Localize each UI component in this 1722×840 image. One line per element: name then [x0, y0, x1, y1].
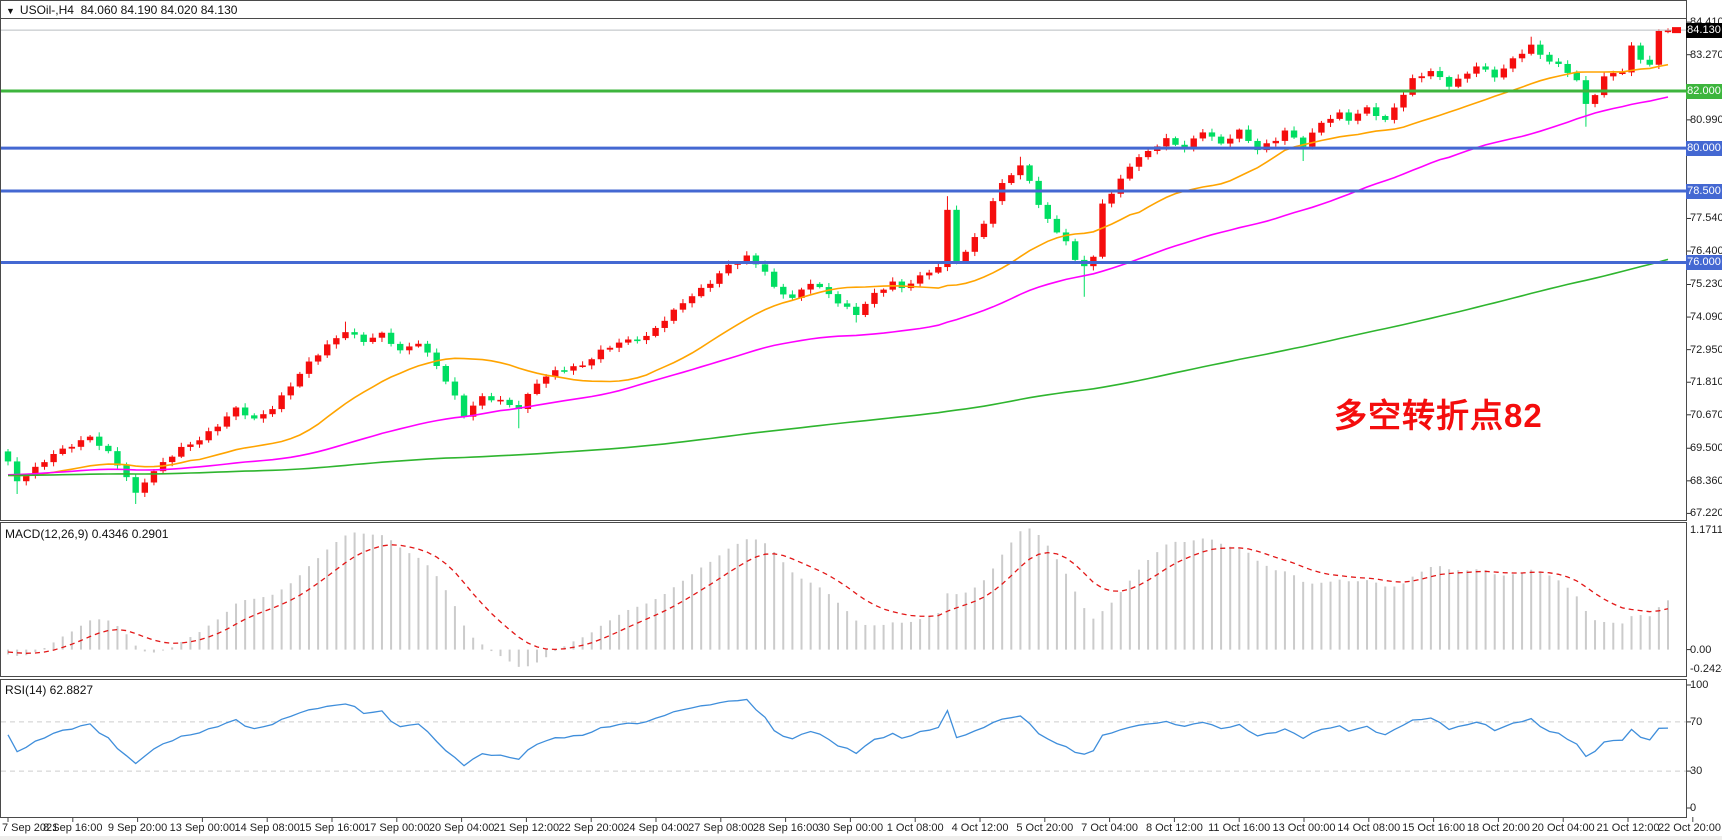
date-label: 15 Sep 16:00 [299, 822, 365, 834]
candlestick-layer [4, 28, 1672, 504]
chevron-down-icon[interactable]: ▼ [6, 6, 15, 16]
title-divider [0, 18, 1687, 19]
rsi-tick-label: 100 [1690, 679, 1709, 691]
price-tick-label: 69.500 [1690, 442, 1722, 455]
symbol-ohlc-values: 84.060 84.190 84.020 84.130 [80, 3, 238, 17]
ma-fast-line [7, 63, 1669, 477]
date-label: 14 Sep 08:00 [234, 822, 300, 834]
symbol-name: USOil-,H4 [19, 3, 74, 17]
symbol-title: ▼ USOil-,H4 84.060 84.190 84.020 84.130 [6, 3, 237, 17]
date-label: 18 Oct 20:00 [1466, 822, 1530, 834]
macd-signal-line [7, 544, 1669, 654]
price-tick-label: 72.950 [1690, 343, 1722, 356]
price-tick-label: 75.230 [1690, 278, 1722, 291]
price-tick-label: 83.270 [1690, 48, 1722, 61]
hline-badge-78-5: 78.500 [1686, 183, 1722, 199]
date-label: 30 Sep 00:00 [817, 822, 884, 834]
date-label: 1 Oct 08:00 [886, 822, 944, 834]
hline-badge-76: 76.000 [1686, 254, 1722, 270]
date-label: 27 Sep 08:00 [688, 822, 754, 834]
ma-medium-line [7, 96, 1669, 476]
ma-slow-line [7, 258, 1669, 477]
hline-badge-80: 80.000 [1686, 140, 1722, 156]
rsi-tick-label: 30 [1690, 765, 1703, 778]
bottom-strip [0, 836, 1722, 840]
date-label: 7 Oct 04:00 [1081, 822, 1139, 834]
current-price-marker [1672, 27, 1681, 34]
date-label: 15 Oct 16:00 [1402, 822, 1466, 834]
date-label: 22 Sep 20:00 [558, 822, 624, 834]
price-tick-label: 80.990 [1690, 113, 1722, 126]
price-tick-label: 70.670 [1690, 408, 1722, 421]
rsi-indicator-label: RSI(14) 62.8827 [5, 683, 94, 697]
macd-indicator-label: MACD(12,26,9) 0.4346 0.2901 [5, 527, 169, 541]
rsi-tick-label: 0 [1690, 802, 1697, 814]
current-price-badge: 84.130 [1686, 22, 1722, 38]
macd-axis-min: -0.2424 [1690, 663, 1722, 675]
date-label: 21 Oct 12:00 [1596, 822, 1660, 834]
date-label: 4 Oct 12:00 [951, 822, 1009, 834]
date-label: 13 Sep 00:00 [169, 822, 236, 834]
date-label: 28 Sep 16:00 [752, 822, 819, 834]
date-label: 11 Oct 16:00 [1208, 822, 1271, 834]
hline-badge-82: 82.000 [1686, 83, 1722, 99]
date-label: 7 Sep 2021 [2, 822, 59, 834]
date-label: 8 Sep 16:00 [43, 822, 103, 834]
price-tick-label: 67.220 [1690, 507, 1722, 520]
date-label: 5 Oct 20:00 [1016, 822, 1074, 834]
date-label: 20 Sep 04:00 [428, 822, 495, 834]
rsi-line [7, 698, 1669, 767]
rsi-tick-label: 70 [1690, 715, 1703, 728]
date-label: 21 Sep 12:00 [493, 822, 560, 834]
price-tick-label: 77.540 [1690, 212, 1722, 225]
date-label: 14 Oct 08:00 [1337, 822, 1401, 834]
date-label: 20 Oct 04:00 [1531, 822, 1595, 834]
price-tick-label: 74.090 [1690, 311, 1722, 324]
price-tick-label: 68.360 [1690, 474, 1722, 487]
chinese-annotation-text: 多空转折点82 [1334, 397, 1543, 434]
date-label: 22 Oct 20:00 [1658, 822, 1721, 834]
date-label: 13 Oct 00:00 [1272, 822, 1336, 834]
macd-layer [7, 528, 1669, 667]
date-label: 24 Sep 04:00 [623, 822, 689, 834]
date-label: 17 Sep 00:00 [364, 822, 430, 834]
macd-axis-zero: 0.00 [1690, 643, 1712, 656]
price-tick-label: 76.400 [1690, 245, 1722, 258]
macd-axis-max: 1.1711 [1690, 524, 1722, 536]
price-tick-label: 71.810 [1690, 376, 1722, 389]
date-label: 8 Oct 12:00 [1145, 822, 1203, 834]
date-label: 9 Sep 20:00 [107, 822, 168, 834]
